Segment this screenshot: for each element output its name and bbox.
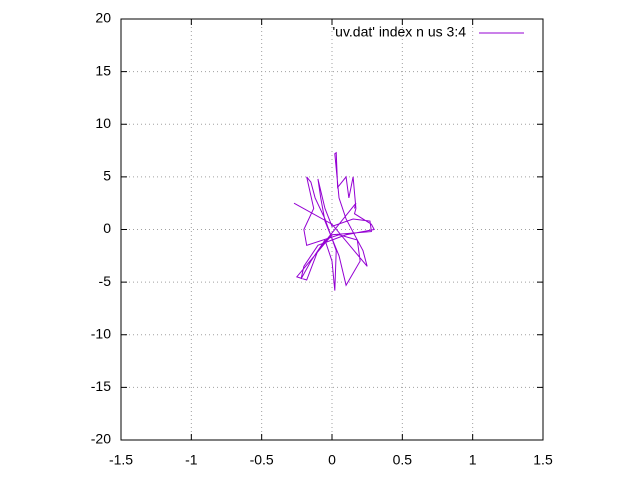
y-tick-label: 0 — [103, 220, 111, 236]
x-tick-label: 0 — [328, 452, 336, 468]
y-tick-label: -20 — [91, 431, 111, 447]
x-tick-label: 0.5 — [393, 452, 413, 468]
y-tick-label: -15 — [91, 378, 111, 394]
x-tick-label: -1 — [185, 452, 198, 468]
y-tick-label: 15 — [95, 62, 111, 78]
x-tick-label: -0.5 — [250, 452, 274, 468]
legend-label: 'uv.dat' index n us 3:4 — [332, 24, 466, 40]
x-tick-label: 1 — [469, 452, 477, 468]
y-tick-label: -5 — [99, 273, 112, 289]
y-tick-label: -10 — [91, 325, 111, 341]
y-tick-label: 20 — [95, 10, 111, 26]
plot-border — [120, 18, 544, 441]
y-tick-label: 5 — [103, 168, 111, 184]
x-tick-label: 1.5 — [533, 452, 553, 468]
y-tick-label: 10 — [95, 115, 111, 131]
x-tick-label: -1.5 — [109, 452, 133, 468]
data-line — [293, 151, 375, 291]
